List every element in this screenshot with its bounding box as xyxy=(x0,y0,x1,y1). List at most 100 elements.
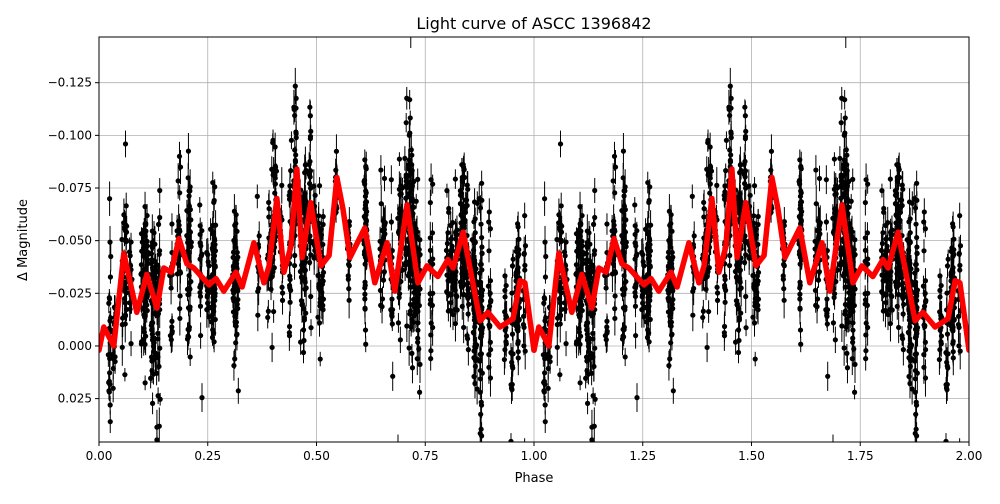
data-point xyxy=(148,376,153,381)
data-point xyxy=(502,273,507,278)
data-point xyxy=(579,302,584,307)
data-point xyxy=(522,267,527,272)
data-point xyxy=(397,295,402,300)
data-point xyxy=(235,255,240,260)
data-point xyxy=(466,347,471,352)
data-point xyxy=(939,283,944,288)
data-point xyxy=(389,296,394,301)
data-point xyxy=(289,138,294,143)
data-point xyxy=(334,149,339,154)
data-point xyxy=(154,371,159,376)
data-point xyxy=(107,382,112,387)
data-point xyxy=(389,177,394,182)
data-point xyxy=(363,327,368,332)
data-point xyxy=(107,196,112,201)
data-point xyxy=(139,339,144,344)
data-point xyxy=(112,354,117,359)
data-point xyxy=(287,273,292,278)
data-point xyxy=(900,336,905,341)
data-point xyxy=(417,362,422,367)
data-point xyxy=(459,212,464,217)
data-point xyxy=(311,184,316,189)
data-point xyxy=(153,356,158,361)
data-point xyxy=(140,240,145,245)
data-point xyxy=(612,316,617,321)
data-point xyxy=(407,97,412,102)
data-point xyxy=(108,419,113,424)
data-point xyxy=(397,192,402,197)
data-point xyxy=(460,304,465,309)
data-point xyxy=(515,254,520,259)
data-point xyxy=(404,175,409,180)
data-point xyxy=(736,327,741,332)
data-point xyxy=(234,212,239,217)
data-point xyxy=(210,327,215,332)
data-point xyxy=(169,221,174,226)
data-point xyxy=(701,309,706,314)
data-point xyxy=(347,298,352,303)
data-point xyxy=(178,164,183,169)
data-point xyxy=(453,293,458,298)
data-point xyxy=(852,390,857,395)
data-point xyxy=(611,261,616,266)
data-point xyxy=(198,240,203,245)
data-point xyxy=(197,202,202,207)
data-point xyxy=(510,263,515,268)
data-point xyxy=(206,263,211,268)
data-point xyxy=(389,311,394,316)
data-point xyxy=(128,341,133,346)
data-point xyxy=(198,333,203,338)
data-point xyxy=(302,170,307,175)
data-point xyxy=(233,340,238,345)
data-point xyxy=(187,285,192,290)
data-point xyxy=(714,183,719,188)
data-point xyxy=(461,325,466,330)
data-point xyxy=(150,401,155,406)
data-point xyxy=(612,154,617,159)
data-point xyxy=(701,200,706,205)
data-point xyxy=(511,257,516,262)
data-point xyxy=(143,380,148,385)
data-point xyxy=(727,113,732,118)
data-point xyxy=(142,330,147,335)
data-point xyxy=(212,339,217,344)
data-point xyxy=(411,320,416,325)
data-point xyxy=(412,285,417,290)
data-point xyxy=(257,233,262,238)
data-point xyxy=(956,314,961,319)
data-point xyxy=(347,263,352,268)
data-point xyxy=(692,233,697,238)
data-point xyxy=(478,262,483,267)
data-point xyxy=(154,313,159,318)
data-point xyxy=(363,200,368,205)
data-point xyxy=(362,252,367,257)
data-point xyxy=(287,324,292,329)
data-point xyxy=(742,105,747,110)
data-point xyxy=(522,252,527,257)
data-point xyxy=(746,184,751,189)
data-point xyxy=(842,345,847,350)
data-point xyxy=(150,228,155,233)
data-point xyxy=(231,363,236,368)
data-point xyxy=(852,237,857,242)
data-point xyxy=(308,136,313,141)
data-point xyxy=(900,294,905,299)
data-point xyxy=(428,297,433,302)
data-point xyxy=(604,221,609,226)
data-point xyxy=(124,238,129,243)
data-point xyxy=(213,223,218,228)
data-point xyxy=(108,254,113,259)
data-point xyxy=(937,288,942,293)
data-point xyxy=(472,381,477,386)
data-point xyxy=(728,83,733,88)
data-point xyxy=(885,220,890,225)
data-point xyxy=(145,308,150,313)
data-point xyxy=(107,240,112,245)
data-point xyxy=(177,229,182,234)
data-point xyxy=(502,347,507,352)
data-point xyxy=(185,336,190,341)
data-point xyxy=(488,299,493,304)
data-point xyxy=(445,230,450,235)
data-point xyxy=(464,198,469,203)
data-point xyxy=(502,309,507,314)
